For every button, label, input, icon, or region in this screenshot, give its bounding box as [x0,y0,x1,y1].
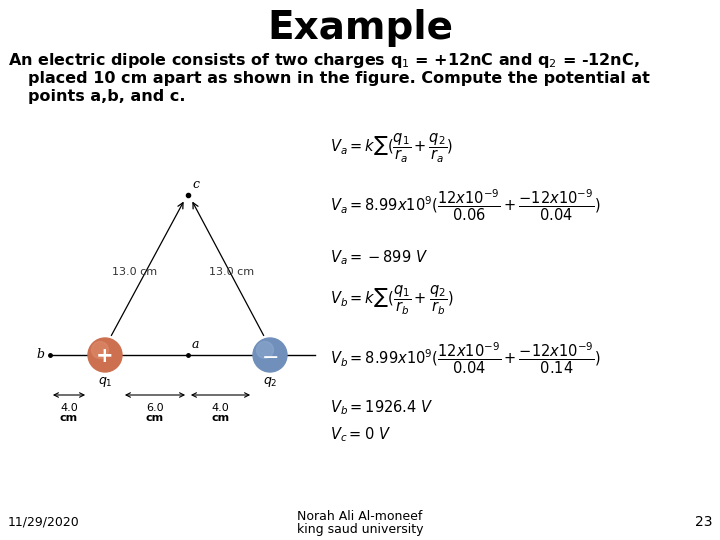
Text: 13.0 cm: 13.0 cm [210,267,255,277]
Text: $V_a = -899\ V$: $V_a = -899\ V$ [330,248,428,267]
Text: 23: 23 [695,515,712,529]
Text: a: a [192,339,199,352]
Circle shape [253,338,287,372]
Circle shape [88,338,122,372]
Text: +: + [96,346,114,366]
Text: 4.0: 4.0 [212,403,230,413]
Text: An electric dipole consists of two charges q$_1$ = +12nC and q$_2$ = -12nC,: An electric dipole consists of two charg… [8,51,639,70]
Text: king saud university: king saud university [297,523,423,536]
Text: cm: cm [212,413,230,423]
Text: $V_b = 1926.4\ V$: $V_b = 1926.4\ V$ [330,399,433,417]
Text: $V_c = 0\ V$: $V_c = 0\ V$ [330,426,391,444]
Text: $-$: $-$ [261,346,279,366]
Text: 13.0 cm: 13.0 cm [112,267,158,277]
Text: $q_1$: $q_1$ [98,375,112,389]
Circle shape [91,341,109,359]
Text: c: c [192,179,199,192]
Text: Example: Example [267,9,453,47]
Text: cm: cm [60,413,78,423]
Text: $V_b = k\sum(\dfrac{q_1}{r_b}+\dfrac{q_2}{r_b})$: $V_b = k\sum(\dfrac{q_1}{r_b}+\dfrac{q_2… [330,284,454,316]
Text: 11/29/2020: 11/29/2020 [8,516,80,529]
Text: 6.0: 6.0 [146,403,164,413]
Text: $V_a = 8.99\mathit{x}10^9(\dfrac{12x10^{-9}}{0.06}+\dfrac{-12x10^{-9}}{0.04})$: $V_a = 8.99\mathit{x}10^9(\dfrac{12x10^{… [330,187,600,222]
Text: b: b [36,348,44,361]
Text: $V_b = 8.99\mathit{x}10^9(\dfrac{12x10^{-9}}{0.04}+\dfrac{-12x10^{-9}}{0.14})$: $V_b = 8.99\mathit{x}10^9(\dfrac{12x10^{… [330,340,601,376]
Circle shape [256,341,274,359]
Text: $V_a = k\sum(\dfrac{q_1}{r_a}+\dfrac{q_2}{r_a})$: $V_a = k\sum(\dfrac{q_1}{r_a}+\dfrac{q_2… [330,131,454,165]
Text: Norah Ali Al-moneef: Norah Ali Al-moneef [297,510,423,523]
Text: placed 10 cm apart as shown in the figure. Compute the potential at: placed 10 cm apart as shown in the figur… [28,71,650,85]
Text: $q_2$: $q_2$ [263,375,277,389]
Text: points a,b, and c.: points a,b, and c. [28,89,186,104]
Text: cm: cm [146,413,164,423]
Text: 4.0: 4.0 [60,403,78,413]
